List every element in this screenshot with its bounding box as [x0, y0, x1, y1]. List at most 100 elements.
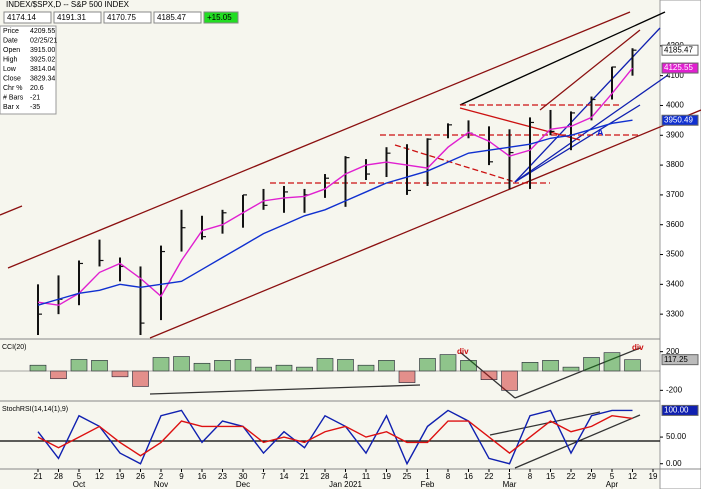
- y-tick-label: 3700: [666, 190, 684, 199]
- cci-bar: [378, 360, 395, 372]
- y-tick-label: 200: [666, 347, 680, 356]
- info-label: High: [3, 56, 18, 63]
- moving-average: [37, 119, 633, 306]
- x-tick-label: 8: [528, 472, 533, 481]
- month-label: Mar: [503, 480, 517, 489]
- y-tick-label: 3600: [666, 220, 684, 229]
- x-tick-label: 15: [546, 472, 555, 481]
- quote-box: [153, 11, 202, 24]
- y-tick-label: 4100: [666, 71, 684, 80]
- annotation: div: [632, 343, 644, 352]
- x-tick-label: 5: [77, 472, 82, 481]
- x-tick-label: 25: [403, 472, 412, 481]
- current-value-box: [661, 404, 699, 416]
- info-value: 20.6: [30, 85, 44, 92]
- quote-row: 4174.14 4191.31 4170.75 4185.47 +15.05: [3, 11, 239, 24]
- cci-bar: [316, 358, 334, 372]
- annotation: A: [597, 127, 604, 137]
- x-tick-label: 8: [446, 472, 451, 481]
- quote-box: [3, 11, 52, 24]
- current-value-label: 4185.47: [664, 45, 693, 54]
- cci-bar: [29, 364, 47, 372]
- cci-bar: [562, 366, 580, 372]
- x-tick-label: 23: [218, 472, 227, 481]
- x-tick-label: 12: [628, 472, 637, 481]
- cci-bar: [152, 357, 170, 372]
- y-tick-label: 3800: [666, 160, 684, 169]
- y-tick-label: 3300: [666, 309, 684, 318]
- info-value: 3829.34: [30, 75, 55, 82]
- cci-bar: [603, 352, 621, 372]
- x-tick-label: 22: [485, 472, 494, 481]
- x-tick-label: 7: [261, 472, 266, 481]
- y-tick-label: -200: [666, 385, 683, 394]
- current-value-label: 3950.49: [664, 115, 693, 124]
- current-value-label: 100.00: [664, 406, 689, 415]
- quote-value: 4174.14: [7, 13, 36, 22]
- month-label: Dec: [236, 480, 250, 489]
- info-label: Chr %: [3, 85, 22, 92]
- current-value-box: [661, 62, 699, 74]
- info-label: Bar x: [3, 104, 20, 111]
- quote-value: 4191.31: [57, 13, 86, 22]
- quote-box: [53, 11, 102, 24]
- x-tick-label: 22: [567, 472, 576, 481]
- current-value-box: [661, 354, 699, 366]
- cci-bar: [214, 360, 231, 372]
- cci-bar: [460, 360, 477, 372]
- indicator-line: [37, 409, 633, 466]
- x-tick-label: 16: [464, 472, 473, 481]
- cci-bar: [91, 360, 108, 372]
- y-tick-label: 3900: [666, 130, 684, 139]
- cci-bar: [624, 359, 641, 372]
- y-tick-label: 4000: [666, 101, 684, 110]
- x-tick-label: 14: [280, 472, 289, 481]
- cci-bar: [193, 362, 211, 372]
- cci-bar: [419, 358, 436, 372]
- chart-title: INDEX/$SPX,D -- S&P 500 INDEX: [6, 0, 130, 9]
- indicator-line: [37, 415, 633, 457]
- annotation: div: [457, 347, 469, 356]
- x-tick-label: 29: [587, 472, 596, 481]
- x-tick-label: 4: [343, 472, 348, 481]
- info-box-bg: [0, 25, 57, 115]
- info-value: 3814.04: [30, 66, 55, 73]
- x-tick-label: 2: [159, 472, 164, 481]
- quote-value: 4185.47: [157, 13, 186, 22]
- cci-bar: [501, 370, 518, 391]
- month-label: Oct: [73, 480, 86, 489]
- cci-bar: [337, 359, 354, 372]
- y-tick-label: 3500: [666, 250, 684, 259]
- info-label: Low: [3, 66, 17, 73]
- x-tick-label: 19: [382, 472, 391, 481]
- info-value: 4209.55: [30, 28, 55, 35]
- quote-value: 4170.75: [107, 13, 136, 22]
- x-tick-label: 30: [239, 472, 248, 481]
- panel-title: StochRSI(14,14(1),9): [2, 406, 68, 413]
- y-tick-label: 3400: [666, 279, 684, 288]
- info-value: 3915.00: [30, 47, 55, 54]
- cci-bar: [275, 364, 293, 372]
- cci-bar: [480, 370, 498, 380]
- y-tick-label: 50.00: [666, 432, 687, 441]
- cci-bar: [70, 359, 88, 372]
- x-tick-label: 26: [136, 472, 145, 481]
- x-tick-label: 28: [321, 472, 330, 481]
- info-value: 02/25/21: [30, 37, 57, 44]
- moving-average: [37, 67, 634, 306]
- x-tick-label: 11: [362, 472, 371, 481]
- x-tick-label: 12: [95, 472, 104, 481]
- quote-box: [103, 11, 152, 24]
- info-box: Price 4209.55 Date 02/25/21 Open 3915.00 High 3…: [0, 25, 57, 115]
- cci-bar: [296, 366, 313, 372]
- info-label: Date: [3, 37, 18, 44]
- cci-bar: [357, 364, 375, 372]
- cci-bar: [234, 359, 252, 372]
- x-tick-label: 19: [116, 472, 125, 481]
- cci-bar: [50, 370, 67, 380]
- x-tick-label: 19: [649, 472, 658, 481]
- info-value: 3925.02: [30, 56, 55, 63]
- month-label: Feb: [421, 480, 435, 489]
- cci-bar: [521, 361, 539, 372]
